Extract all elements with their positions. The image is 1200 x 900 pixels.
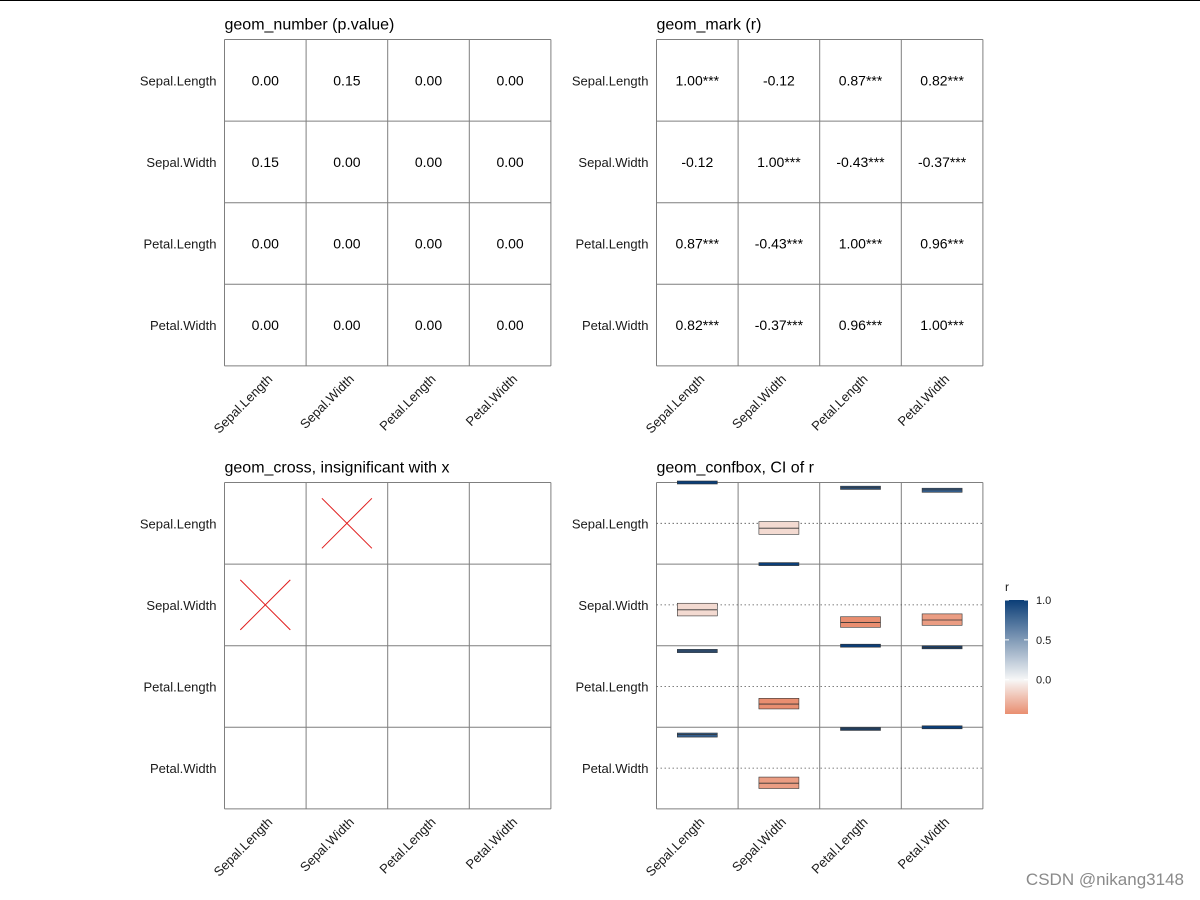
- confidence-box: [676, 732, 718, 738]
- cell-value: -0.43***: [836, 154, 885, 170]
- cell-value: -0.43***: [755, 236, 804, 252]
- confidence-box: [840, 643, 881, 648]
- legend-tick-label: 0.5: [1036, 635, 1051, 647]
- row-label: Petal.Width: [150, 318, 216, 333]
- watermark: CSDN @nikang3148: [1025, 870, 1184, 889]
- cell-value: 0.00: [252, 72, 279, 88]
- column-label: Petal.Width: [895, 371, 953, 429]
- confidence-box: [676, 480, 718, 485]
- column-label: Sepal.Width: [297, 814, 357, 874]
- column-label: Sepal.Length: [211, 814, 276, 879]
- row-label: Petal.Length: [575, 237, 648, 252]
- row-label: Sepal.Width: [578, 598, 648, 613]
- cell-value: 0.87***: [676, 236, 720, 252]
- panel-title: geom_cross, insignificant with x: [225, 460, 450, 477]
- column-label: Petal.Width: [895, 814, 953, 872]
- panel-number: geom_number (p.value) Sepal.Length Sepal.W…: [140, 17, 552, 436]
- row-label: Petal.Width: [150, 761, 216, 776]
- cell-value: 1.00***: [920, 317, 964, 333]
- cell-value: -0.37***: [755, 317, 804, 333]
- confidence-box: [840, 616, 881, 628]
- confidence-box: [758, 776, 800, 789]
- column-label: Sepal.Width: [729, 814, 789, 874]
- column-label: Petal.Length: [808, 371, 870, 433]
- cross-mark: [321, 497, 373, 549]
- row-label: Petal.Width: [582, 761, 648, 776]
- legend-tick-label: 0.0: [1036, 675, 1051, 687]
- color-legend: r 1.0 0.5 0.0: [1005, 580, 1051, 714]
- cell-value: 0.00: [252, 317, 279, 333]
- panel-cross: geom_cross, insignificant with x Sepal.Le…: [140, 460, 552, 879]
- cell-value: 0.82***: [920, 72, 964, 88]
- cell-value: -0.12: [681, 154, 713, 170]
- cell-value: 0.00: [415, 154, 442, 170]
- cell-value: 0.00: [496, 154, 523, 170]
- cell-value: 0.00: [252, 236, 279, 252]
- panel-title: geom_mark (r): [657, 17, 762, 34]
- cell-value: 0.00: [496, 317, 523, 333]
- cell-value: 0.00: [496, 72, 523, 88]
- column-label: Sepal.Length: [211, 371, 276, 436]
- cell-value: 0.00: [415, 236, 442, 252]
- column-label: Petal.Width: [463, 371, 521, 429]
- row-label: Petal.Length: [143, 237, 216, 252]
- cell-value: 0.82***: [676, 317, 720, 333]
- cell-value: 0.00: [333, 317, 360, 333]
- panel-mark: geom_mark (r) Sepal.Length Sepal.Width Peta…: [572, 17, 984, 436]
- cell-value: 0.00: [333, 236, 360, 252]
- column-label: Petal.Length: [376, 814, 438, 876]
- cell-value: 0.00: [333, 154, 360, 170]
- top-border-line: [0, 0, 1200, 1]
- cell-value: 0.00: [496, 236, 523, 252]
- column-label: Petal.Length: [808, 814, 870, 876]
- column-label: Petal.Length: [376, 371, 438, 433]
- panel-title: geom_number (p.value): [225, 17, 395, 34]
- cell-value: 0.15: [333, 72, 360, 88]
- cell-value: 0.15: [252, 154, 279, 170]
- column-label: Sepal.Length: [643, 814, 708, 879]
- cell-value: -0.37***: [918, 154, 967, 170]
- column-label: Sepal.Width: [729, 371, 789, 431]
- column-label: Petal.Width: [463, 814, 521, 872]
- cell-value: 1.00***: [676, 72, 720, 88]
- cell-value: -0.12: [763, 72, 795, 88]
- row-label: Petal.Width: [582, 318, 648, 333]
- panel-confbox: geom_confbox, CI of r Sepal.Length Sepal.W…: [572, 460, 984, 879]
- row-label: Petal.Length: [575, 680, 648, 695]
- legend-colorbar: [1005, 600, 1028, 714]
- cross-mark: [239, 579, 291, 631]
- row-label: Sepal.Length: [140, 516, 217, 531]
- row-label: Petal.Length: [143, 680, 216, 695]
- row-label: Sepal.Length: [140, 73, 217, 88]
- cell-value: 0.00: [415, 317, 442, 333]
- confidence-box: [758, 562, 800, 566]
- row-label: Sepal.Width: [578, 155, 648, 170]
- confidence-box: [758, 698, 800, 710]
- cell-value: 0.96***: [839, 317, 883, 333]
- cell-value: 1.00***: [757, 154, 801, 170]
- confidence-box: [921, 725, 963, 730]
- confidence-box: [921, 613, 963, 626]
- cell-value: 0.87***: [839, 72, 883, 88]
- legend-title: r: [1005, 580, 1009, 594]
- row-label: Sepal.Length: [572, 516, 649, 531]
- row-label: Sepal.Length: [572, 73, 649, 88]
- row-label: Sepal.Width: [146, 155, 216, 170]
- column-label: Sepal.Width: [297, 371, 357, 431]
- cell-value: 1.00***: [839, 236, 883, 252]
- legend-tick-label: 1.0: [1036, 595, 1051, 607]
- panel-title: geom_confbox, CI of r: [657, 460, 815, 477]
- confidence-box: [921, 487, 963, 493]
- cell-value: 0.00: [415, 72, 442, 88]
- cell-value: 0.96***: [920, 236, 964, 252]
- row-label: Sepal.Width: [146, 598, 216, 613]
- column-label: Sepal.Length: [643, 371, 708, 436]
